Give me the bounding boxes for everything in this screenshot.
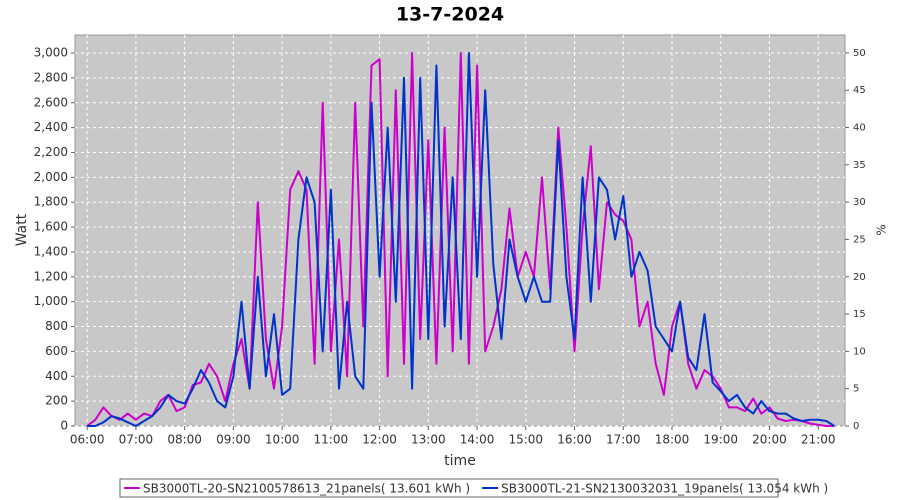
y-tick-label: 2,400 (34, 120, 68, 134)
legend (119, 478, 779, 498)
y2-tick-label: 25 (853, 234, 866, 245)
y-tick-label: 1,800 (34, 195, 68, 209)
legend-label: SB3000TL-20-SN2100578613_21panels( 13.60… (143, 482, 470, 496)
series-line (87, 52, 835, 427)
x-tick-label: 07:00 (119, 433, 154, 447)
y2-tick-label: 45 (853, 85, 866, 96)
x-tick-label: 06:00 (70, 433, 105, 447)
chart-title: 13-7-2024 (396, 4, 504, 26)
x-tick-label: 21:00 (801, 433, 836, 447)
y2-tick-label: 40 (853, 123, 866, 134)
y-tick-label: 1,200 (34, 269, 68, 283)
x-tick-label: 17:00 (606, 433, 641, 447)
y-tick-label: 1,000 (34, 294, 68, 308)
x-tick-label: 10:00 (265, 433, 300, 447)
x-axis-label: time (444, 453, 476, 469)
y-tick-label: 0 (60, 419, 68, 433)
y2-axis-label: % (875, 224, 889, 235)
series-line (86, 52, 835, 427)
y-tick-label: 2,800 (34, 70, 68, 84)
legend-label: SB3000TL-21-SN2130032031_19panels( 13.05… (501, 482, 828, 496)
x-tick-label: 20:00 (752, 433, 787, 447)
x-tick-label: 08:00 (167, 433, 202, 447)
x-tick-label: 15:00 (508, 433, 543, 447)
y2-tick-label: 30 (853, 197, 866, 208)
y-tick-label: 800 (45, 319, 68, 333)
y2-tick-label: 35 (853, 160, 866, 171)
y2-tick-label: 0 (853, 421, 859, 432)
y2-tick-label: 50 (853, 48, 866, 59)
y-tick-label: 1,400 (34, 244, 68, 258)
y-tick-label: 2,000 (34, 170, 68, 184)
x-tick-label: 16:00 (557, 433, 592, 447)
x-tick-label: 18:00 (655, 433, 690, 447)
y2-tick-label: 5 (853, 384, 859, 395)
x-tick-label: 13:00 (411, 433, 446, 447)
y2-tick-label: 10 (853, 346, 866, 357)
y2-tick-label: 15 (853, 309, 866, 320)
x-tick-label: 14:00 (460, 433, 495, 447)
x-tick-label: 11:00 (314, 433, 349, 447)
y-axis-label: Watt (14, 213, 30, 246)
y-tick-label: 3,000 (34, 46, 68, 60)
y2-tick-label: 20 (853, 272, 866, 283)
x-tick-label: 19:00 (703, 433, 738, 447)
x-tick-label: 12:00 (362, 433, 397, 447)
y-tick-label: 1,600 (34, 220, 68, 234)
y-tick-label: 400 (45, 369, 68, 383)
y-tick-label: 600 (45, 344, 68, 358)
y-tick-label: 200 (45, 394, 68, 408)
y-tick-label: 2,200 (34, 145, 68, 159)
y-tick-label: 2,600 (34, 95, 68, 109)
x-tick-label: 09:00 (216, 433, 251, 447)
